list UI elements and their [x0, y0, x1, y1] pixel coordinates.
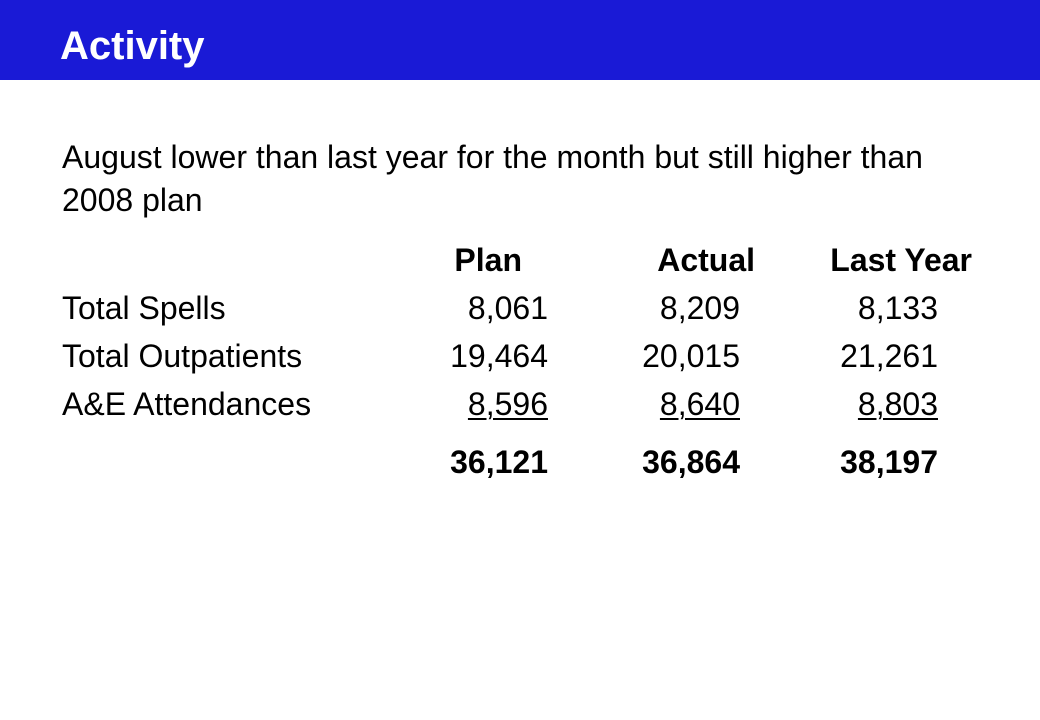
table-row-ae-attendances: A&E Attendances 8,596 8,640 8,803: [0, 382, 1040, 426]
cell-last-year: 8,803: [844, 382, 938, 426]
header-actual: Actual: [657, 242, 755, 278]
slide-subtitle: August lower than last year for the mont…: [62, 139, 923, 218]
header-last-year: Last Year: [830, 242, 972, 278]
cell-actual: 8,209: [659, 290, 740, 326]
cell-plan: 8,596: [454, 382, 548, 426]
title-bar: Activity: [0, 0, 1040, 80]
cell-actual: 20,015: [642, 338, 740, 374]
row-label: Total Outpatients: [62, 338, 303, 374]
table-header-row: Plan Actual Last Year: [0, 238, 1040, 282]
table-row-total-spells: Total Spells 8,061 8,209 8,133: [0, 286, 1040, 330]
cell-plan-value: 8,596: [467, 386, 548, 422]
cell-plan: 19,464: [450, 338, 548, 374]
total-plan: 36,121: [450, 444, 548, 480]
cell-last-year-value: 8,803: [857, 386, 938, 422]
row-label: Total Spells: [62, 290, 226, 326]
cell-actual: 8,640: [646, 382, 740, 426]
cell-actual-value: 8,640: [659, 386, 740, 422]
cell-last-year: 21,261: [840, 338, 938, 374]
total-actual: 36,864: [642, 444, 740, 480]
header-plan: Plan: [454, 242, 522, 278]
total-last-year: 38,197: [840, 444, 938, 480]
cell-last-year: 8,133: [857, 290, 938, 326]
row-label: A&E Attendances: [62, 386, 312, 422]
cell-plan: 8,061: [467, 290, 548, 326]
table-totals-row: 36,121 36,864 38,197: [0, 440, 1040, 484]
slide-title: Activity: [60, 24, 205, 68]
table-row-total-outpatients: Total Outpatients 19,464 20,015 21,261: [0, 334, 1040, 378]
